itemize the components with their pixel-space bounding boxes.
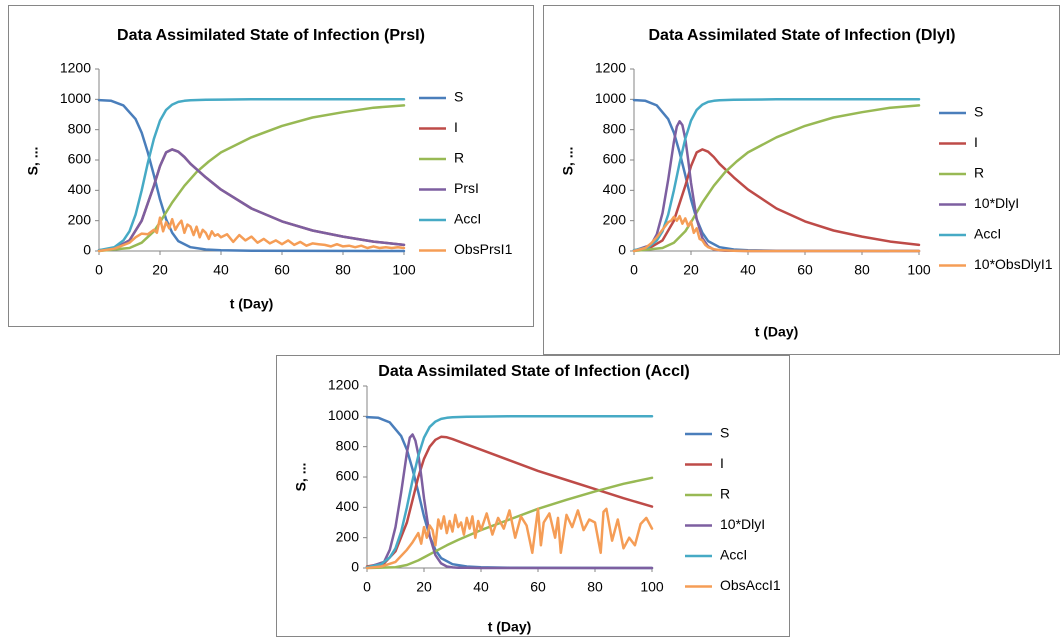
legend-label-s: S	[454, 89, 463, 105]
series-line-acci	[632, 98, 921, 252]
legend-label-s: S	[974, 104, 983, 120]
y-tick-label: 200	[336, 528, 360, 544]
x-axis-label: t (Day)	[755, 324, 799, 340]
y-axis-label: S, ...	[560, 147, 576, 176]
legend-label-obsprsi1: ObsPrsI1	[454, 241, 513, 257]
y-tick-label: 600	[68, 151, 92, 167]
x-axis-label: t (Day)	[230, 296, 274, 312]
legend-label-10-dlyi: 10*DlyI	[720, 516, 765, 532]
y-tick-label: 800	[336, 437, 360, 453]
y-tick-label: 400	[603, 181, 627, 197]
x-tick-label: 100	[392, 262, 416, 278]
legend-label-obsacci1: ObsAccI1	[720, 577, 781, 593]
chart-svg: Data Assimilated State of Infection (Prs…	[25, 27, 513, 312]
series-line-obsprsi1	[97, 216, 406, 253]
x-tick-label: 100	[640, 579, 664, 595]
y-tick-label: 0	[83, 242, 91, 258]
y-axis-label: S, ...	[25, 147, 41, 176]
y-tick-label: 0	[351, 559, 359, 575]
series-line-i	[365, 435, 654, 568]
legend-label-10-dlyi: 10*DlyI	[974, 195, 1019, 211]
legend-label-acci: AccI	[974, 226, 1001, 242]
series-line-acci	[97, 98, 406, 252]
y-tick-label: 200	[603, 211, 627, 227]
legend-label-acci: AccI	[720, 547, 747, 563]
y-tick-label: 400	[336, 498, 360, 514]
y-tick-label: 1000	[595, 90, 626, 106]
x-axis-label: t (Day)	[488, 619, 532, 635]
y-tick-label: 1200	[60, 60, 91, 76]
legend-label-s: S	[720, 425, 729, 441]
x-tick-label: 40	[213, 262, 229, 278]
chart-title: Data Assimilated State of Infection (Prs…	[117, 27, 425, 44]
x-tick-label: 60	[274, 262, 290, 278]
x-tick-label: 0	[363, 579, 371, 595]
series-line-s	[97, 98, 406, 253]
series-line-r	[632, 104, 921, 253]
series-line-r	[97, 104, 406, 253]
chart-title: Data Assimilated State of Infection (Dly…	[648, 27, 955, 44]
y-tick-label: 800	[603, 120, 627, 136]
x-tick-label: 40	[473, 579, 489, 595]
x-tick-label: 0	[630, 262, 638, 278]
series-line-prsi	[97, 148, 406, 252]
x-tick-label: 80	[335, 262, 351, 278]
x-tick-label: 20	[152, 262, 168, 278]
y-tick-label: 800	[68, 120, 92, 136]
legend-label-r: R	[720, 486, 730, 502]
y-tick-label: 0	[618, 242, 626, 258]
y-tick-label: 1200	[328, 377, 359, 393]
legend-label-i: I	[454, 119, 458, 135]
chart-panel-acci: Data Assimilated State of Infection (Acc…	[276, 355, 790, 637]
series-line-10-dlyi	[365, 433, 654, 570]
y-axis-label: S, ...	[293, 463, 309, 492]
x-tick-label: 80	[854, 262, 870, 278]
legend-label-prsi: PrsI	[454, 180, 479, 196]
x-tick-label: 80	[587, 579, 603, 595]
x-tick-label: 0	[95, 262, 103, 278]
y-tick-label: 1000	[60, 90, 91, 106]
chart-panel-prsi: Data Assimilated State of Infection (Prs…	[8, 5, 534, 327]
legend-label-i: I	[974, 134, 978, 150]
x-tick-label: 40	[740, 262, 756, 278]
series-line-acci	[365, 415, 654, 569]
series-line-obsacci1	[365, 507, 654, 570]
x-tick-label: 100	[907, 262, 931, 278]
y-tick-label: 400	[68, 181, 92, 197]
series-line-10-obsdlyi1	[632, 214, 921, 253]
y-tick-label: 1200	[595, 60, 626, 76]
chart-title: Data Assimilated State of Infection (Acc…	[378, 363, 689, 380]
series-line-i	[632, 148, 921, 252]
y-tick-label: 600	[603, 151, 627, 167]
y-tick-label: 1000	[328, 407, 359, 423]
legend-label-r: R	[454, 150, 464, 166]
x-tick-label: 20	[416, 579, 432, 595]
chart-svg: Data Assimilated State of Infection (Dly…	[560, 27, 1053, 340]
y-tick-label: 600	[336, 468, 360, 484]
legend-label-r: R	[974, 165, 984, 181]
chart-svg: Data Assimilated State of Infection (Acc…	[293, 363, 781, 635]
series-line-r	[365, 476, 654, 570]
legend-label-acci: AccI	[454, 211, 481, 227]
legend-label-10-obsdlyi1: 10*ObsDlyI1	[974, 256, 1053, 272]
x-tick-label: 60	[797, 262, 813, 278]
chart-panel-dlyi: Data Assimilated State of Infection (Dly…	[543, 5, 1060, 355]
x-tick-label: 60	[530, 579, 546, 595]
x-tick-label: 20	[683, 262, 699, 278]
legend-label-i: I	[720, 455, 724, 471]
y-tick-label: 200	[68, 211, 92, 227]
